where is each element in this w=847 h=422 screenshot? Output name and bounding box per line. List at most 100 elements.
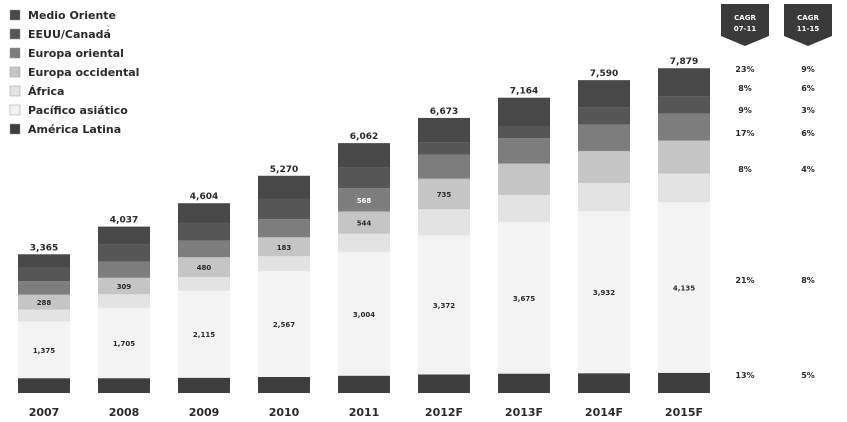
bar-segment [338, 251, 390, 376]
bar-segment [498, 194, 550, 223]
bar-segment [18, 281, 70, 295]
segment-label: 3,675 [513, 295, 535, 303]
bar-segment [658, 113, 710, 141]
total-label: 3,365 [30, 243, 58, 253]
bar-segment [498, 97, 550, 127]
total-label: 5,270 [270, 165, 298, 175]
cagr-header-badge [784, 4, 832, 46]
bar-segment [338, 188, 390, 212]
segment-label: 568 [357, 197, 372, 205]
x-tick-label: 2008 [109, 406, 140, 419]
segment-label: 3,372 [433, 302, 455, 310]
bar-segment [258, 256, 310, 272]
bar-segment [578, 211, 630, 374]
legend-label: EEUU/Canadá [28, 28, 111, 41]
segment-label: 2,115 [193, 331, 215, 339]
bar-segment [418, 209, 470, 236]
cagr-value: 6% [801, 129, 815, 138]
bar-segment [498, 138, 550, 164]
bar-segment [498, 373, 550, 393]
bar-segment [658, 140, 710, 174]
bar-segment [498, 222, 550, 374]
segment-label: 480 [197, 264, 212, 272]
segment-label: 288 [37, 299, 52, 307]
bar-segment [258, 271, 310, 377]
segment-label: 4,135 [673, 285, 695, 293]
total-labels: 3,365 4,037 4,604 5,270 6,062 6,673 7,164 7,590… [30, 57, 698, 253]
bar-segment [258, 198, 310, 220]
bar-segment [578, 80, 630, 108]
legend-swatch [9, 104, 21, 116]
total-label: 6,673 [430, 107, 458, 117]
x-tick-label: 2014F [585, 406, 623, 419]
segment-label: 309 [117, 283, 132, 291]
bar-segment [18, 267, 70, 282]
bars: 1,375 288 1,705 309 2,115 480 2,567 183 3,004 544… [18, 68, 710, 393]
x-axis: 2007 2008 2009 2010 2011 2012F 2013F 2014F 2015F [29, 406, 703, 419]
segment-label: 544 [357, 220, 372, 228]
legend-label: Europa occidental [28, 66, 139, 79]
cagr-value: 9% [801, 65, 815, 74]
bar-segment [578, 107, 630, 125]
bar-segment [18, 309, 70, 322]
bar-segment [578, 373, 630, 393]
x-tick-label: 2007 [29, 406, 60, 419]
cagr-value: 5% [801, 371, 815, 380]
cagr-header-badge [721, 4, 769, 46]
x-tick-label: 2012F [425, 406, 463, 419]
legend-label: América Latina [28, 123, 121, 136]
segment-label: 1,375 [33, 347, 55, 355]
bar-segment [658, 68, 710, 97]
bar-segment [418, 154, 470, 179]
bar-segment [578, 183, 630, 212]
bar-segment [338, 233, 390, 252]
legend-swatch [9, 123, 21, 135]
bar-segment [338, 167, 390, 189]
cagr-value: 9% [738, 106, 752, 115]
bar-segment [578, 150, 630, 184]
cagr-value: 3% [801, 106, 815, 115]
cagr-header-period: 11-15 [797, 25, 820, 33]
cagr-value: 17% [735, 129, 754, 138]
x-tick-label: 2009 [189, 406, 220, 419]
segment-label: 3,932 [593, 289, 615, 297]
bar-segment [18, 321, 70, 379]
bar-segment [498, 163, 550, 195]
x-tick-label: 2011 [349, 406, 380, 419]
bar-segment [178, 377, 230, 393]
bar-segment [658, 173, 710, 203]
cagr-value: 8% [738, 165, 752, 174]
bar-segment [98, 378, 150, 393]
bar-segment [258, 237, 310, 257]
bar-segment [258, 175, 310, 199]
x-tick-label: 2013F [505, 406, 543, 419]
bar-segment [258, 219, 310, 238]
bar-segment [178, 290, 230, 378]
bar-segment [418, 235, 470, 375]
segment-label: 183 [277, 244, 292, 252]
legend-label: Europa oriental [28, 47, 124, 60]
bar-segment [418, 142, 470, 155]
bar-segment [418, 178, 470, 210]
bar-segment [338, 143, 390, 168]
bar-segment [338, 375, 390, 393]
cagr-value: 13% [735, 371, 754, 380]
cagr-value: 21% [735, 276, 754, 285]
cagr-value: 6% [801, 84, 815, 93]
segment-label: 1,705 [113, 340, 135, 348]
bar-segment [658, 96, 710, 114]
total-label: 6,062 [350, 132, 378, 142]
cagr-header-label: CAGR [797, 14, 819, 22]
legend-swatch [9, 85, 21, 97]
cagr-value: 4% [801, 165, 815, 174]
bar-segment [658, 372, 710, 393]
bar-segment [418, 117, 470, 143]
bar-segment [178, 257, 230, 277]
legend-swatch [9, 47, 21, 59]
legend-label: Pacífico asiático [28, 104, 128, 117]
total-label: 7,164 [510, 87, 538, 97]
total-label: 4,604 [190, 192, 218, 202]
x-tick-label: 2015F [665, 406, 703, 419]
total-label: 4,037 [110, 216, 138, 226]
